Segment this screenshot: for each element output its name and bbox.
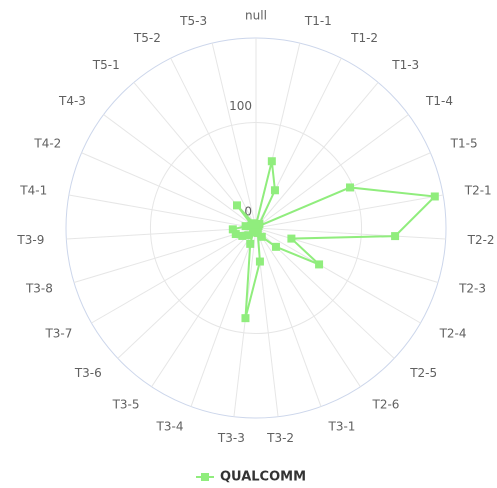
spoke — [255, 194, 444, 229]
point — [430, 192, 439, 201]
category-label: null — [245, 9, 267, 23]
point — [253, 228, 262, 237]
spoke — [190, 227, 257, 407]
category-label: T1-4 — [425, 94, 453, 108]
spoke — [233, 227, 257, 417]
point — [244, 231, 253, 240]
category-label: T3-5 — [112, 398, 140, 412]
spoke — [91, 227, 257, 324]
category-label: T3-2 — [266, 431, 294, 445]
point — [391, 232, 400, 241]
category-label: T3-9 — [16, 233, 44, 247]
spoke — [255, 227, 439, 283]
category-label: T5-1 — [92, 58, 120, 72]
legend-marker — [201, 473, 209, 481]
point — [249, 228, 258, 237]
category-label: T3-4 — [156, 420, 184, 434]
spoke — [170, 57, 257, 229]
y-tick-label: 0 — [244, 205, 252, 219]
spoke — [151, 227, 257, 388]
point — [233, 201, 242, 210]
point — [346, 183, 355, 192]
category-label: T2-4 — [439, 327, 467, 341]
point — [287, 234, 296, 243]
category-label: T1-5 — [450, 137, 478, 151]
spoke — [255, 227, 446, 240]
y-tick-label: 100 — [229, 99, 252, 113]
category-label: T2-5 — [409, 366, 437, 380]
category-label: T1-2 — [350, 31, 378, 45]
spoke — [211, 43, 257, 229]
spoke — [255, 227, 322, 407]
point — [270, 186, 279, 195]
category-label: T4-2 — [33, 137, 61, 151]
category-label: T3-1 — [328, 420, 356, 434]
category-label: T2-3 — [458, 281, 486, 295]
point — [255, 257, 264, 266]
category-label: T3-8 — [25, 281, 53, 295]
category-label: T2-1 — [464, 184, 492, 198]
point — [241, 314, 250, 323]
spoke — [117, 227, 257, 359]
point — [246, 239, 255, 248]
spoke — [255, 82, 379, 229]
spoke — [255, 227, 361, 388]
legend[interactable]: QUALCOMM — [196, 470, 306, 485]
point — [238, 231, 247, 240]
category-label: T3-6 — [74, 366, 102, 380]
point — [315, 260, 324, 269]
spoke — [103, 114, 257, 229]
spoke — [73, 227, 257, 283]
point — [231, 230, 240, 239]
category-label: T1-3 — [391, 58, 419, 72]
category-label: T4-1 — [19, 184, 47, 198]
spoke — [255, 227, 421, 324]
category-label: T2-6 — [371, 398, 399, 412]
category-label: T4-3 — [58, 94, 86, 108]
grid-circle — [149, 121, 363, 335]
category-label: T2-2 — [467, 233, 495, 247]
spoke — [66, 227, 257, 240]
point — [228, 225, 237, 234]
legend-label: QUALCOMM — [220, 470, 306, 485]
category-label: T5-2 — [133, 31, 161, 45]
point — [267, 157, 276, 166]
point — [271, 242, 280, 251]
category-label: T3-3 — [217, 431, 245, 445]
category-label: T5-3 — [179, 14, 207, 28]
point — [251, 220, 260, 229]
spoke — [68, 194, 257, 229]
category-label: T1-1 — [304, 14, 332, 28]
spoke — [255, 114, 409, 229]
point — [241, 222, 250, 231]
category-label: T3-7 — [44, 327, 72, 341]
spoke — [81, 152, 257, 229]
